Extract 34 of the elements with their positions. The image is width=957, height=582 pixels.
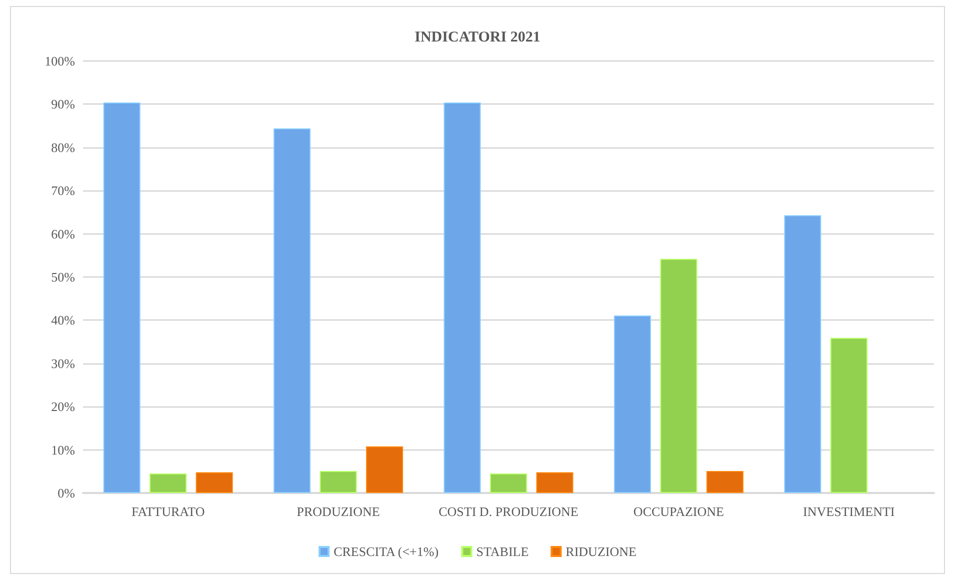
bar — [706, 470, 744, 493]
bar — [490, 474, 527, 493]
y-tick-label: 80% — [51, 140, 76, 155]
y-tick-label: 0% — [58, 486, 76, 500]
y-tick-label: 70% — [51, 183, 76, 198]
chart-title: INDICATORI 2021 — [414, 30, 540, 46]
y-tick-label: 100% — [44, 54, 76, 68]
bar — [196, 472, 233, 493]
x-tick-label: INVESTIMENTI — [803, 504, 895, 519]
bar — [150, 474, 187, 493]
legend-label: STABILE — [476, 544, 529, 559]
bar — [614, 315, 651, 493]
y-tick-label: 60% — [51, 226, 76, 242]
bar — [274, 128, 311, 493]
bar — [103, 102, 140, 493]
bar — [366, 446, 404, 493]
y-tick-label: 40% — [51, 312, 76, 328]
y-tick-label: 30% — [51, 356, 76, 371]
bar — [830, 338, 868, 493]
bar — [536, 472, 574, 493]
bar — [784, 215, 822, 493]
y-tick-label: 20% — [51, 399, 76, 414]
bar — [320, 470, 357, 493]
x-tick-label: COSTI D. PRODUZIONE — [438, 504, 578, 519]
y-tick-label: 10% — [51, 442, 76, 458]
legend-label: RIDUZIONE — [566, 544, 636, 559]
legend-label: CRESCITA (<+1%) — [334, 544, 439, 559]
y-tick-label: 90% — [51, 96, 76, 112]
x-tick-label: OCCUPAZIONE — [633, 504, 724, 519]
y-tick-label: 50% — [51, 270, 76, 284]
x-tick-label: FATTURATO — [132, 504, 205, 519]
bar — [444, 102, 481, 493]
x-tick-label: PRODUZIONE — [296, 504, 380, 519]
bar — [660, 258, 698, 493]
